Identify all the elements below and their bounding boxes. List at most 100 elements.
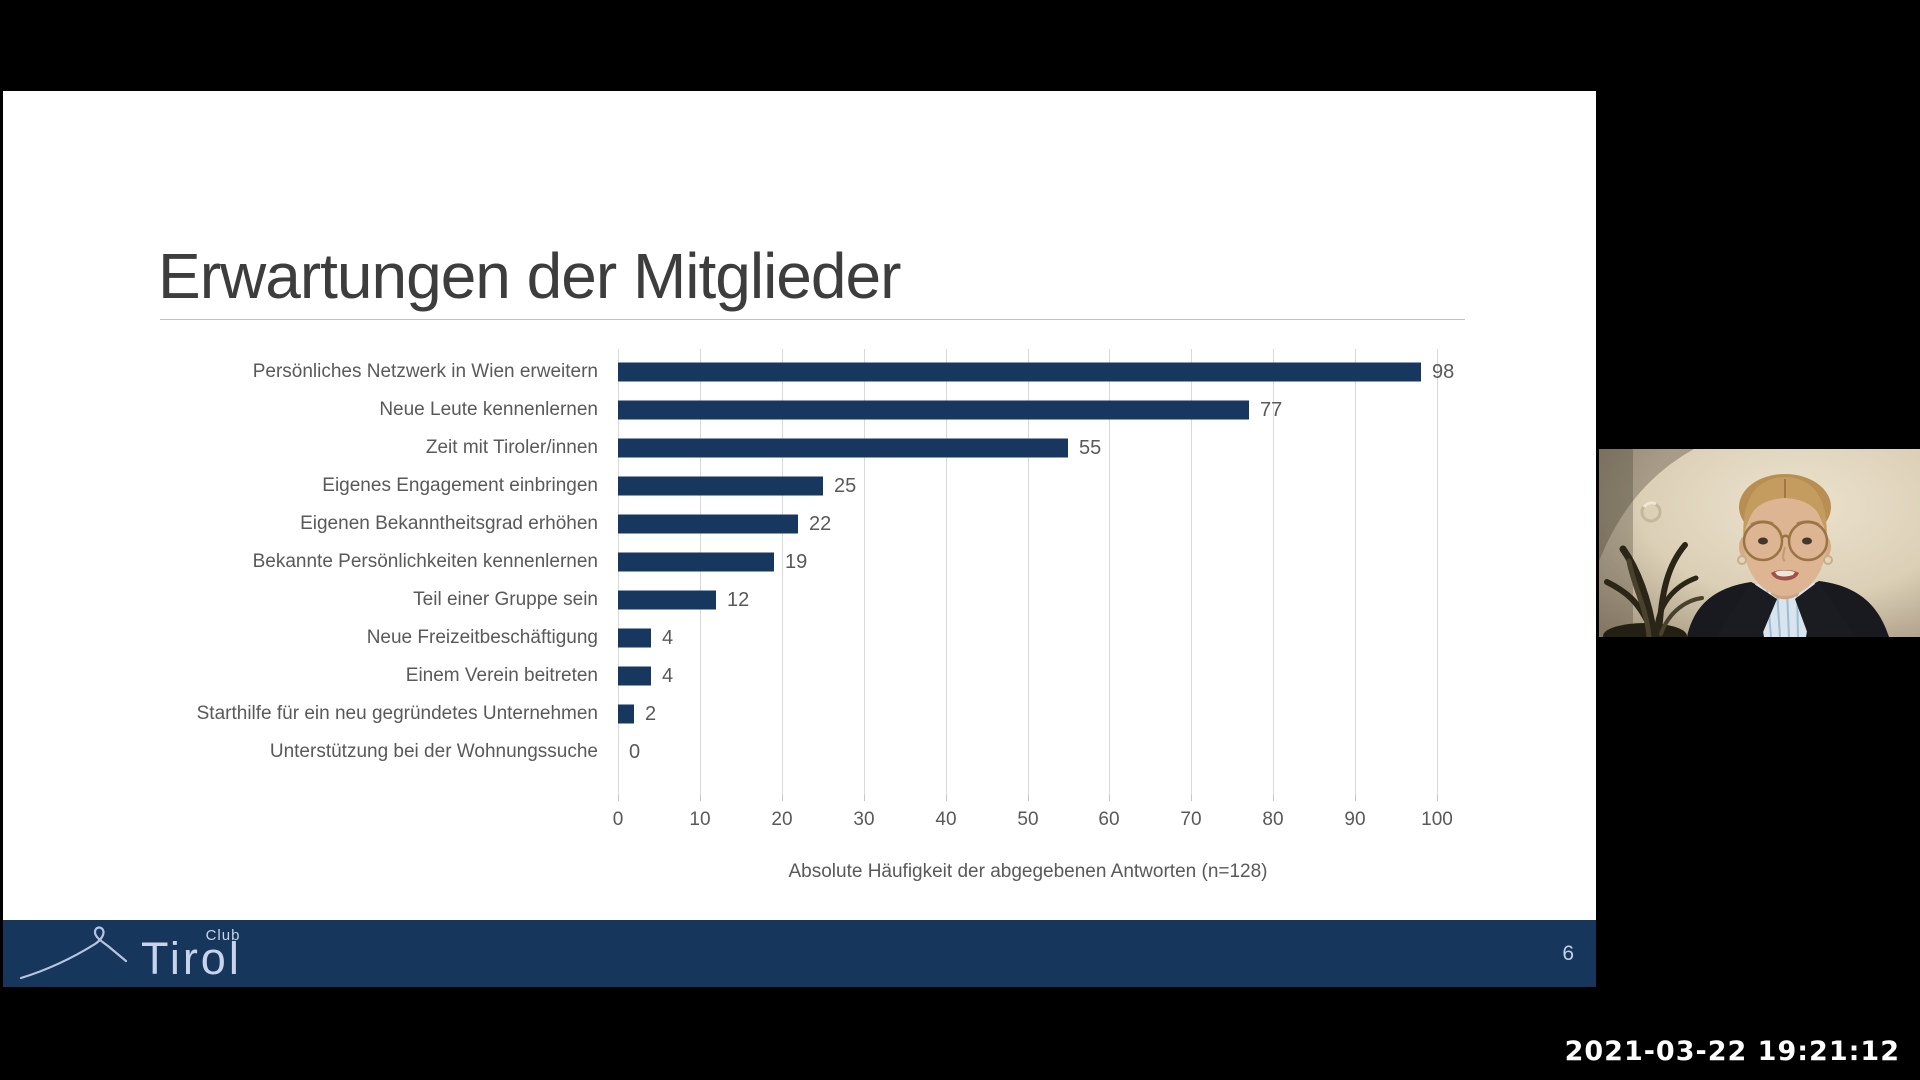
- nose: [1782, 546, 1786, 562]
- x-axis-title: Absolute Häufigkeit der abgegebenen Antw…: [788, 861, 1268, 882]
- lapel-left: [1717, 582, 1777, 637]
- category-label: Starthilfe für ein neu gegründetes Unter…: [196, 703, 598, 724]
- chart-row: Bekannte Persönlichkeiten kennenlernen 19: [3, 543, 1483, 581]
- value-label: 55: [1079, 437, 1102, 459]
- gridline: [782, 349, 783, 795]
- bar: [618, 438, 1068, 458]
- value-label: 12: [727, 589, 750, 611]
- value-label: 19: [785, 551, 808, 573]
- chart-row: Starthilfe für ein neu gegründetes Unter…: [3, 695, 1483, 733]
- bar: [618, 476, 823, 496]
- value-label: 4: [662, 627, 674, 649]
- page-number: 6: [1562, 941, 1574, 965]
- chart-rows: Persönliches Netzwerk in Wien erweitern 9…: [3, 353, 1483, 771]
- x-axis-tick: [1028, 795, 1029, 801]
- timestamp-overlay: 2021-03-22 19:21:12: [1564, 1036, 1900, 1067]
- left-wall-shadow: [1599, 449, 1633, 637]
- category-label: Bekannte Persönlichkeiten kennenlernen: [252, 551, 598, 572]
- category-label: Zeit mit Tiroler/innen: [425, 437, 598, 458]
- x-axis-tick: [1355, 795, 1356, 801]
- category-label: Persönliches Netzwerk in Wien erweitern: [252, 361, 598, 382]
- x-axis-tick: [946, 795, 947, 801]
- teeth: [1775, 570, 1795, 577]
- x-axis-tick-label: 20: [771, 809, 793, 830]
- ceiling-light-icon: [1640, 501, 1662, 523]
- eye-right: [1802, 537, 1812, 545]
- bar: [618, 552, 774, 572]
- mountain-swoosh-icon: [19, 926, 128, 980]
- face: [1744, 492, 1826, 596]
- x-axis-tick: [1437, 795, 1438, 801]
- category-label: Teil einer Gruppe sein: [413, 589, 598, 610]
- logo-tirol-text: Tirol: [141, 933, 242, 984]
- value-label: 4: [662, 665, 674, 687]
- gridline: [1437, 349, 1438, 795]
- category-label: Neue Leute kennenlernen: [379, 399, 598, 420]
- bar-area: 4: [598, 619, 1483, 657]
- x-axis-tick-label: 50: [1017, 809, 1039, 830]
- x-axis-tick: [700, 795, 701, 801]
- value-label: 25: [834, 475, 857, 497]
- category-label: Neue Freizeitbeschäftigung: [366, 627, 598, 648]
- bar-chart: Persönliches Netzwerk in Wien erweitern 9…: [3, 349, 1483, 909]
- slide-footer: Club Tirol 6: [3, 920, 1596, 987]
- x-axis-tick-label: 80: [1262, 809, 1284, 830]
- gridline: [1109, 349, 1110, 795]
- ceiling-shadow: [1599, 449, 1694, 561]
- chart-row: Unterstützung bei der Wohnungssuche 0: [3, 733, 1483, 771]
- hair-front: [1743, 477, 1827, 549]
- x-axis-tick-label: 90: [1344, 809, 1366, 830]
- bar-area: 55: [598, 429, 1483, 467]
- x-axis-tick-label: 40: [935, 809, 957, 830]
- chart-row: Neue Leute kennenlernen 77: [3, 391, 1483, 429]
- bar-area: 98: [598, 353, 1483, 391]
- category-label: Eigenen Bekanntheitsgrad erhöhen: [300, 513, 598, 534]
- x-axis-tick: [618, 795, 619, 801]
- logo-club-text: Club: [206, 927, 241, 944]
- presentation-slide: Erwartungen der Mitglieder Persönliches …: [3, 91, 1596, 987]
- bar: [618, 590, 716, 610]
- value-label: 98: [1432, 361, 1455, 383]
- glasses-icon: [1742, 520, 1829, 562]
- x-axis-tick: [864, 795, 865, 801]
- bar-area: 2: [598, 695, 1483, 733]
- x-axis-tick-label: 0: [612, 809, 624, 830]
- gridline: [946, 349, 947, 795]
- earring-left: [1737, 555, 1747, 565]
- gridline: [1273, 349, 1274, 795]
- category-label: Eigenes Engagement einbringen: [322, 475, 598, 496]
- slide-title: Erwartungen der Mitglieder: [158, 240, 901, 312]
- bar-area: 19: [598, 543, 1483, 581]
- gridline: [1191, 349, 1192, 795]
- chart-row: Einem Verein beitreten 4: [3, 657, 1483, 695]
- value-label: 0: [629, 741, 641, 763]
- gridline: [618, 349, 619, 795]
- chart-row: Eigenes Engagement einbringen 25: [3, 467, 1483, 505]
- house-plant: [1603, 542, 1704, 637]
- chart-row: Neue Freizeitbeschäftigung 4: [3, 619, 1483, 657]
- presenter-illustration: [1599, 449, 1920, 637]
- chart-row: Teil einer Gruppe sein 12: [3, 581, 1483, 619]
- chart-row: Persönliches Netzwerk in Wien erweitern 9…: [3, 353, 1483, 391]
- value-label: 22: [809, 513, 832, 535]
- bar-area: 77: [598, 391, 1483, 429]
- bar-area: 12: [598, 581, 1483, 619]
- category-label: Unterstützung bei der Wohnungssuche: [269, 741, 598, 762]
- earring-right: [1823, 555, 1833, 565]
- value-label: 2: [645, 703, 657, 725]
- x-axis-tick-label: 70: [1180, 809, 1202, 830]
- bar: [618, 704, 634, 724]
- x-axis-tick-label: 100: [1421, 809, 1453, 830]
- chart-row: Zeit mit Tiroler/innen 55: [3, 429, 1483, 467]
- bar-area: 0: [598, 733, 1483, 771]
- bar: [618, 362, 1421, 382]
- bar-area: 22: [598, 505, 1483, 543]
- gridline: [1355, 349, 1356, 795]
- x-axis-tick: [1273, 795, 1274, 801]
- webcam-video: [1599, 449, 1920, 637]
- x-axis-tick-label: 10: [689, 809, 711, 830]
- gridline: [700, 349, 701, 795]
- title-divider: [160, 319, 1465, 320]
- chart-row: Eigenen Bekanntheitsgrad erhöhen 22: [3, 505, 1483, 543]
